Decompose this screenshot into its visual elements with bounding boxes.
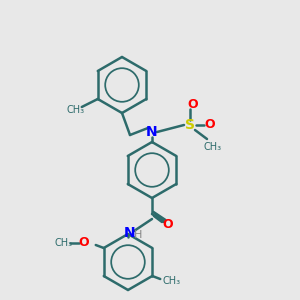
Text: O: O bbox=[78, 236, 89, 250]
Text: CH₃: CH₃ bbox=[55, 238, 73, 248]
Text: CH₃: CH₃ bbox=[67, 105, 85, 115]
Text: CH₃: CH₃ bbox=[162, 276, 180, 286]
Text: O: O bbox=[163, 218, 173, 230]
Text: CH₃: CH₃ bbox=[204, 142, 222, 152]
Text: O: O bbox=[188, 98, 198, 112]
Text: N: N bbox=[124, 226, 136, 240]
Text: N: N bbox=[146, 125, 158, 139]
Text: O: O bbox=[205, 118, 215, 131]
Text: H: H bbox=[134, 230, 142, 240]
Text: S: S bbox=[185, 118, 195, 132]
